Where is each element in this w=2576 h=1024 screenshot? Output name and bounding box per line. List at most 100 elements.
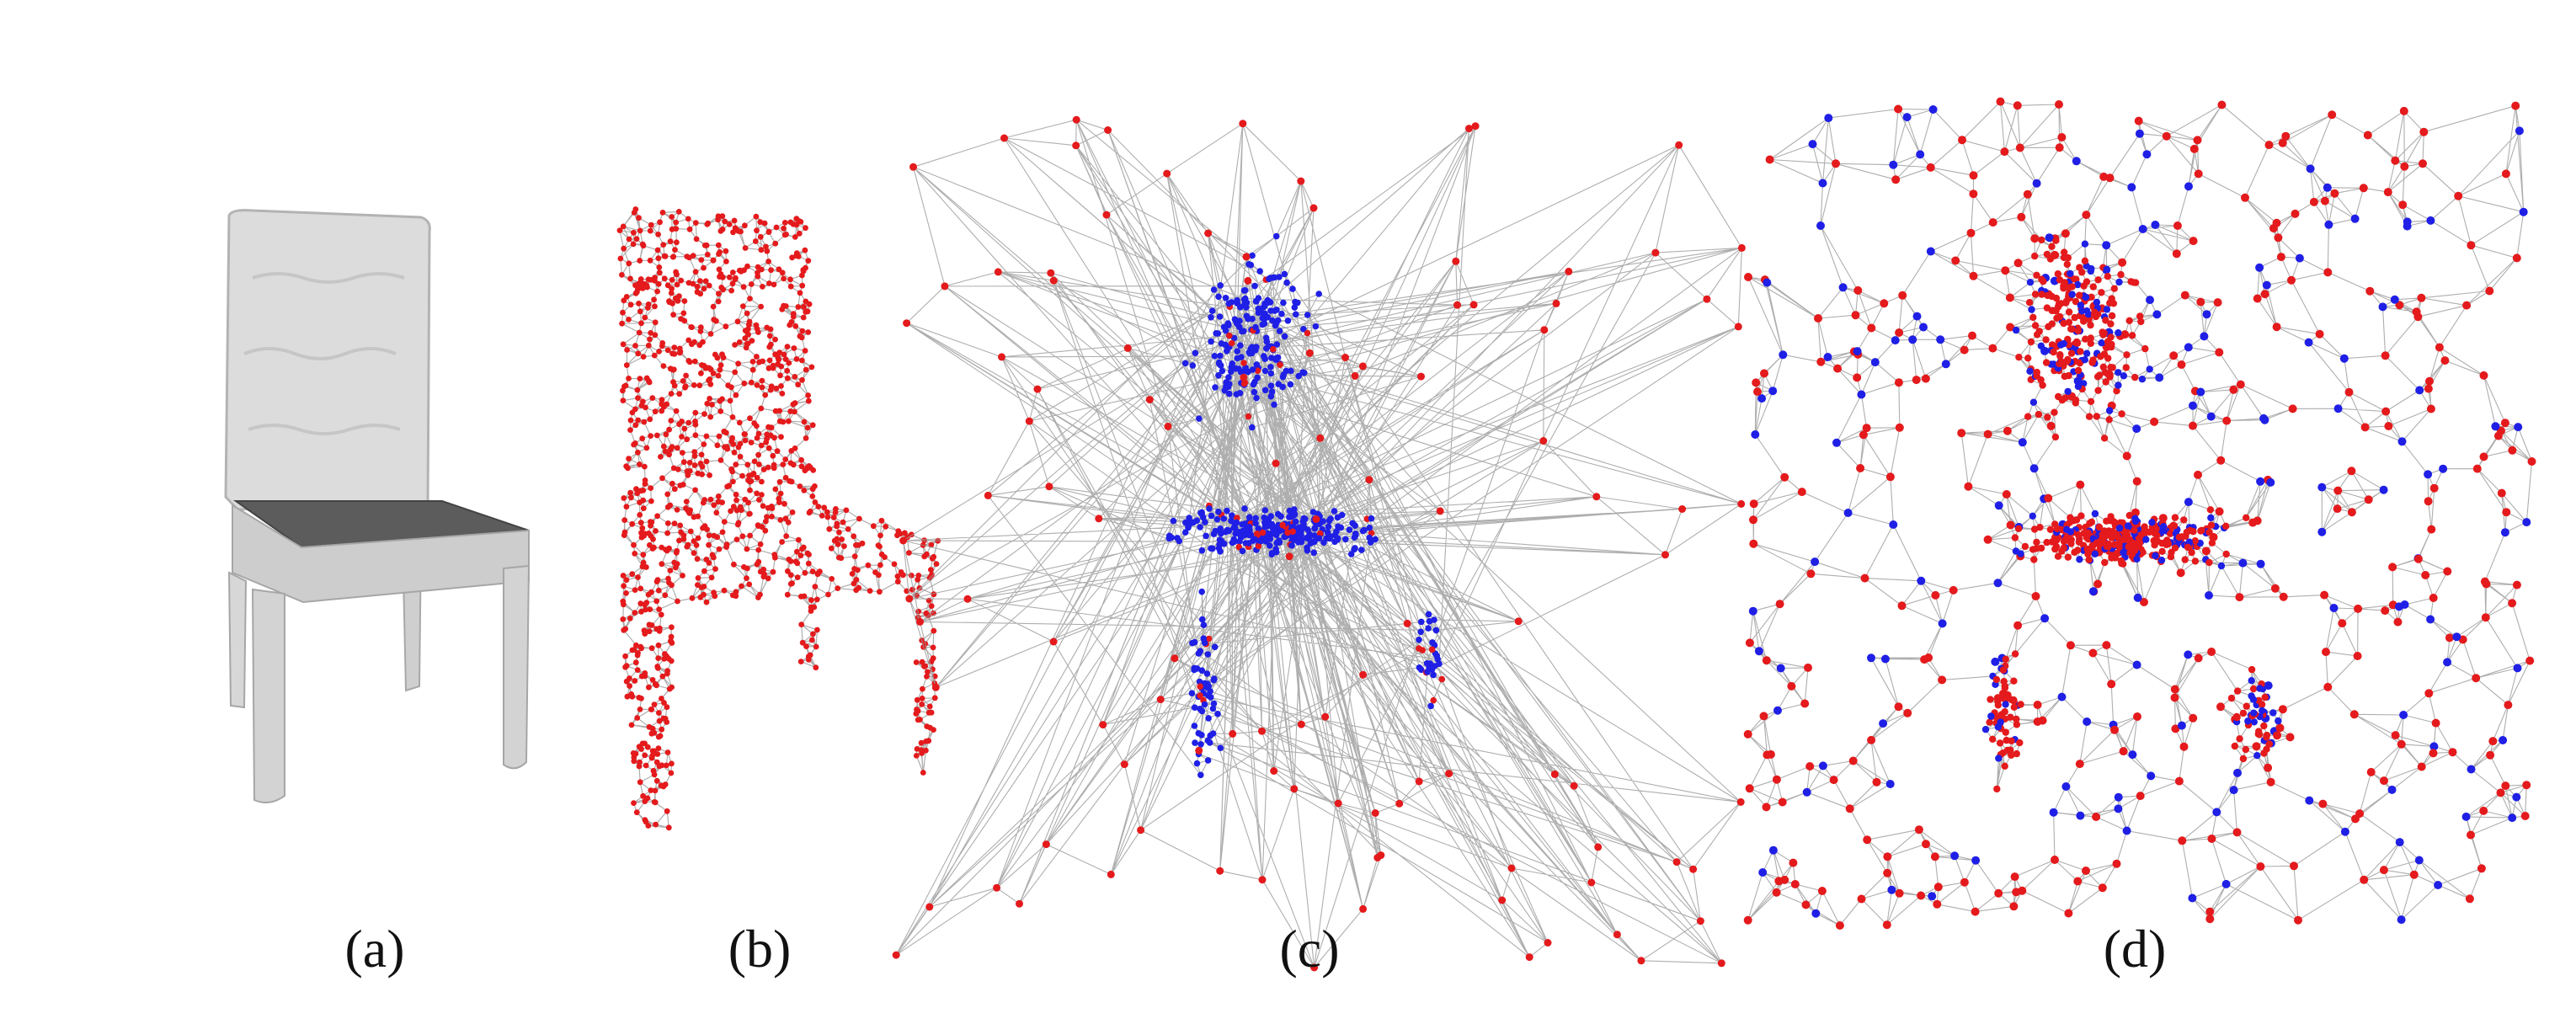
graph-node bbox=[914, 707, 920, 712]
graph-node bbox=[2390, 295, 2399, 304]
graph-node bbox=[1249, 424, 1256, 431]
graph-node bbox=[920, 770, 926, 776]
graph-node bbox=[2256, 477, 2265, 486]
graph-node bbox=[1217, 525, 1224, 532]
graph-node bbox=[1898, 291, 1907, 300]
graph-node bbox=[2185, 538, 2193, 546]
graph-node bbox=[1251, 388, 1258, 396]
graph-node bbox=[2278, 705, 2287, 714]
graph-node bbox=[701, 285, 707, 292]
graph-node bbox=[2424, 470, 2433, 479]
graph-node bbox=[1763, 278, 1772, 287]
graph-node bbox=[1210, 286, 1218, 293]
graph-node bbox=[2105, 407, 2114, 414]
graph-node bbox=[2397, 915, 2406, 925]
graph-node bbox=[1234, 515, 1240, 521]
graph-node bbox=[621, 245, 627, 252]
graph-node bbox=[2171, 544, 2179, 552]
graph-node bbox=[2329, 604, 2339, 612]
graph-node bbox=[751, 458, 758, 465]
graph-node bbox=[1193, 517, 1201, 524]
graph-node bbox=[1768, 845, 1778, 855]
graph-node bbox=[1245, 514, 1253, 520]
graph-node bbox=[2148, 519, 2156, 526]
graph-node bbox=[798, 463, 805, 470]
graph-node bbox=[1000, 134, 1008, 142]
graph-node bbox=[1311, 525, 1319, 532]
graph-node bbox=[1423, 660, 1431, 667]
graph-node bbox=[632, 290, 639, 296]
graph-node bbox=[1341, 354, 1349, 361]
graph-node bbox=[1217, 352, 1224, 360]
graph-node bbox=[2479, 452, 2488, 461]
graph-node bbox=[1416, 637, 1422, 643]
graph-node bbox=[839, 536, 845, 542]
graph-node bbox=[2340, 827, 2349, 836]
graph-node bbox=[691, 382, 697, 388]
graph-node bbox=[1243, 312, 1251, 320]
graph-node bbox=[656, 710, 662, 716]
graph-node bbox=[630, 241, 637, 248]
graph-node bbox=[1358, 362, 1367, 371]
graph-node bbox=[2452, 632, 2461, 642]
graph-node bbox=[2065, 371, 2072, 380]
graph-node bbox=[797, 659, 804, 664]
graph-node bbox=[1902, 113, 1912, 122]
graph-node bbox=[1211, 675, 1218, 682]
graph-node bbox=[2106, 373, 2114, 381]
graph-node bbox=[723, 259, 729, 264]
graph-node bbox=[1272, 322, 1279, 329]
graph-node bbox=[1745, 638, 1754, 648]
graph-node bbox=[710, 257, 717, 264]
graph-node bbox=[1851, 311, 1860, 320]
graph-node bbox=[824, 509, 830, 515]
graph-node bbox=[782, 474, 789, 481]
graph-node bbox=[631, 541, 637, 548]
graph-node bbox=[2249, 696, 2258, 703]
graph-node bbox=[1425, 625, 1432, 632]
graph-node bbox=[655, 655, 662, 661]
graph-node bbox=[2262, 280, 2271, 290]
graph-node bbox=[2032, 179, 2041, 188]
graph-node bbox=[1261, 355, 1268, 363]
graph-node bbox=[1966, 228, 1976, 237]
graph-node bbox=[2087, 267, 2094, 275]
graph-node bbox=[777, 490, 784, 497]
graph-node bbox=[779, 391, 786, 397]
graph-node bbox=[2497, 488, 2506, 498]
graph-node bbox=[1415, 777, 1423, 786]
graph-node bbox=[795, 381, 802, 388]
graph-node bbox=[2295, 253, 2304, 263]
graph-node bbox=[712, 566, 718, 572]
graph-node bbox=[917, 717, 923, 723]
graph-node bbox=[659, 762, 665, 769]
graph-node bbox=[2264, 763, 2273, 772]
graph-node bbox=[2115, 538, 2124, 546]
graph-node bbox=[1249, 252, 1256, 259]
graph-node bbox=[2013, 749, 2020, 758]
graph-node bbox=[659, 561, 665, 568]
graph-node bbox=[652, 275, 658, 281]
graph-node bbox=[709, 402, 715, 408]
graph-node bbox=[1289, 528, 1296, 536]
graph-node bbox=[623, 590, 629, 596]
graph-node bbox=[628, 722, 635, 728]
graph-node bbox=[2151, 541, 2158, 549]
graph-node bbox=[637, 585, 644, 592]
graph-node bbox=[1587, 878, 1596, 887]
graph-node bbox=[678, 277, 685, 284]
graph-node bbox=[803, 225, 808, 232]
graph-node bbox=[787, 283, 794, 290]
graph-node bbox=[1320, 539, 1327, 546]
graph-node bbox=[1988, 344, 1997, 353]
graph-node bbox=[1219, 367, 1226, 375]
graph-node bbox=[793, 250, 800, 257]
graph-node bbox=[653, 777, 660, 784]
graph-node bbox=[728, 466, 734, 472]
graph-node bbox=[1218, 340, 1225, 347]
graph-node bbox=[700, 525, 706, 531]
graph-node bbox=[1236, 390, 1244, 397]
graph-node bbox=[2173, 221, 2182, 230]
graph-node bbox=[1293, 311, 1299, 318]
graph-node bbox=[1276, 328, 1283, 334]
